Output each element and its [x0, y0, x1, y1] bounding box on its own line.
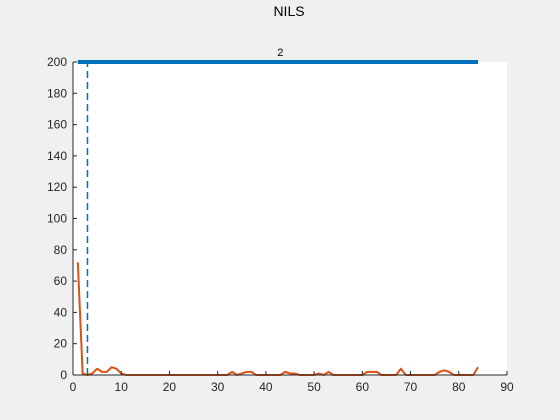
y-tick-label: 0	[60, 368, 67, 382]
x-tick-label: 90	[500, 380, 514, 394]
annotation-label: 2	[277, 47, 283, 59]
y-ticks: 0 20 40 60 80 100 120 140 160 180 200	[47, 55, 77, 382]
y-tick-label: 80	[54, 243, 68, 257]
x-tick-label: 10	[115, 380, 129, 394]
x-ticks: 0 10 20 30 40 50 60 70 80 90	[70, 371, 514, 394]
y-tick-label: 180	[47, 86, 67, 100]
x-tick-label: 20	[163, 380, 177, 394]
y-tick-label: 160	[47, 118, 67, 132]
y-tick-label: 140	[47, 149, 67, 163]
y-tick-label: 20	[54, 337, 68, 351]
x-tick-label: 30	[211, 380, 225, 394]
plot-area	[73, 62, 507, 375]
x-tick-label: 80	[452, 380, 466, 394]
x-tick-label: 50	[307, 380, 321, 394]
y-tick-label: 120	[47, 180, 67, 194]
y-tick-label: 100	[47, 212, 67, 226]
y-tick-label: 40	[54, 305, 68, 319]
x-tick-label: 60	[356, 380, 370, 394]
x-tick-label: 40	[259, 380, 273, 394]
chart-title: NILS	[273, 3, 304, 19]
x-tick-label: 0	[70, 380, 77, 394]
y-tick-label: 200	[47, 55, 67, 69]
x-tick-label: 70	[404, 380, 418, 394]
y-tick-label: 60	[54, 274, 68, 288]
